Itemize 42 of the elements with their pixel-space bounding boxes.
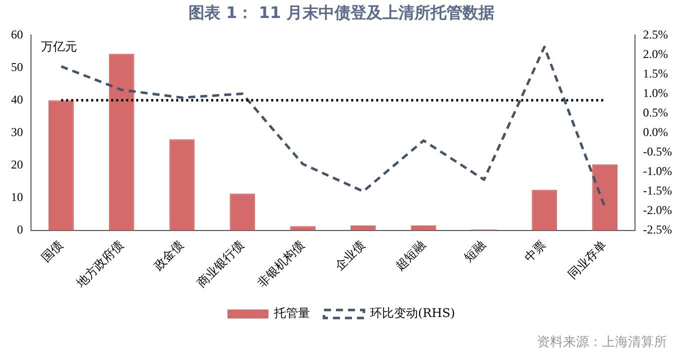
y-tick-label: 20 bbox=[11, 157, 23, 172]
y-tick-label: 0 bbox=[17, 222, 23, 237]
bar bbox=[350, 226, 376, 230]
x-tick-label: 商业银行债 bbox=[194, 238, 247, 290]
bar bbox=[290, 226, 316, 230]
y2-tick-label: -2.0% bbox=[643, 203, 672, 218]
y-tick-label: 30 bbox=[11, 124, 23, 139]
y-tick-label: 50 bbox=[11, 60, 23, 74]
y2-tick-label: 1.5% bbox=[643, 66, 668, 80]
legend-label: 环比变动(RHS) bbox=[370, 306, 456, 320]
y-tick-label: 10 bbox=[11, 190, 23, 204]
x-tick-label: 超短融 bbox=[392, 238, 428, 274]
y2-tick-label: 1.0% bbox=[643, 86, 668, 100]
y2-tick-label: 0.0% bbox=[643, 124, 668, 139]
y2-tick-label: -0.5% bbox=[643, 144, 672, 158]
text: 资料来源：上海清算所 bbox=[537, 334, 667, 351]
bar bbox=[410, 226, 436, 230]
x-tick-label: 同业存单 bbox=[565, 238, 610, 282]
x-tick-label: 国债 bbox=[38, 238, 66, 265]
chart-title: 图表 1： 11 月末中债登及上清所托管数据 bbox=[188, 2, 495, 22]
bar bbox=[592, 164, 618, 230]
y2-tick-label: 2.0% bbox=[643, 46, 668, 61]
y2-tick-label: -1.0% bbox=[643, 164, 672, 178]
bar bbox=[48, 100, 74, 230]
y2-tick-label: 2.5% bbox=[643, 27, 668, 42]
bar bbox=[169, 139, 195, 230]
x-tick-label: 短融 bbox=[461, 238, 488, 265]
y2-tick-label: -1.5% bbox=[643, 184, 672, 198]
y-tick-label: 60 bbox=[11, 27, 23, 42]
legend-label: 托管量 bbox=[272, 306, 310, 320]
x-tick-label: 政金债 bbox=[150, 238, 186, 274]
bar bbox=[230, 194, 256, 230]
y2-tick-label: -2.5% bbox=[643, 222, 672, 237]
bar bbox=[108, 54, 134, 230]
y2-tick-label: 0.5% bbox=[643, 105, 668, 120]
x-tick-label: 非银机构债 bbox=[254, 238, 308, 290]
x-tick-label: 地方政府债 bbox=[72, 238, 126, 291]
bar bbox=[532, 190, 558, 230]
x-tick-label: 企业债 bbox=[332, 238, 368, 274]
y-axis-title: 万亿元 bbox=[41, 39, 77, 54]
x-tick-label: 中票 bbox=[522, 238, 549, 265]
y-tick-label: 40 bbox=[11, 92, 23, 106]
